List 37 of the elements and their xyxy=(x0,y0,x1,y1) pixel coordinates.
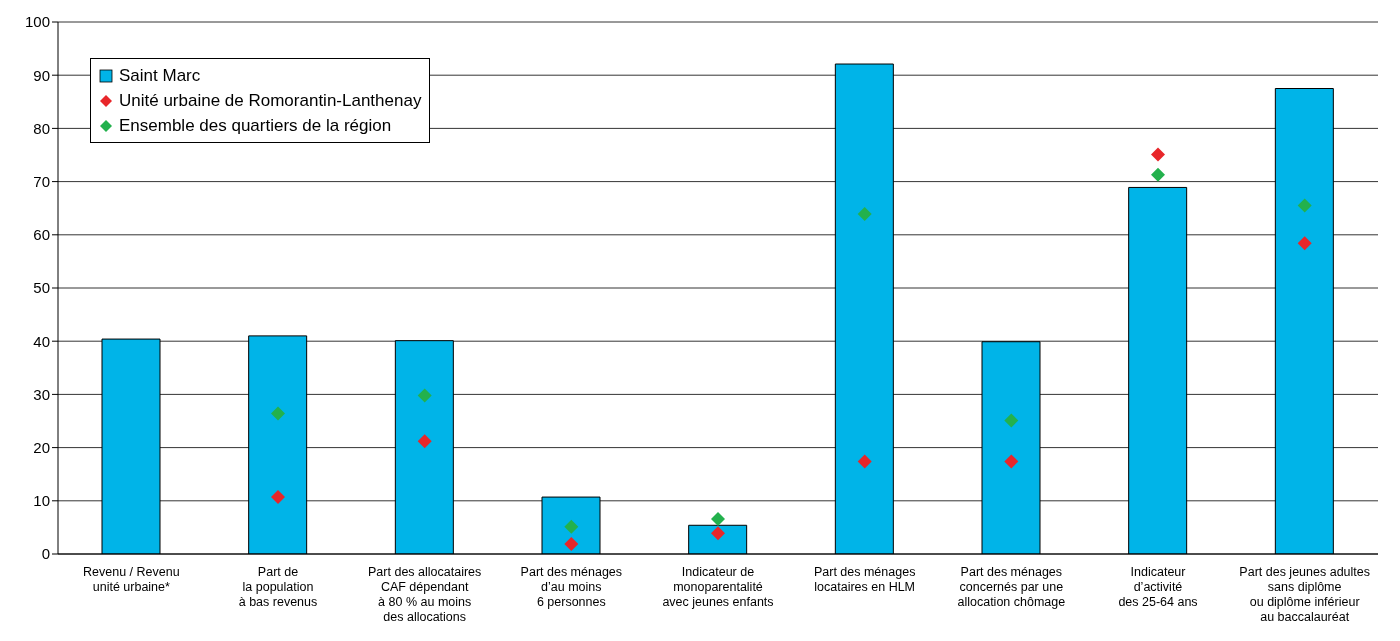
x-tick-label: Part des ménages concernés par une allocation chômage xyxy=(957,565,1066,609)
y-tick-label: 90 xyxy=(33,66,50,84)
x-tick-label: Indicateur d’activité des 25-64 ans xyxy=(1118,565,1198,609)
point xyxy=(1297,198,1312,213)
point xyxy=(711,511,725,526)
point xyxy=(271,406,285,421)
y-tick-label: 40 xyxy=(33,332,50,350)
point xyxy=(1151,167,1165,182)
legend-label: Saint Marc xyxy=(119,65,201,87)
point xyxy=(1004,454,1019,469)
x-tick-label: Part des ménages d’au moins 6 personnes xyxy=(520,565,623,609)
point xyxy=(857,454,872,469)
point xyxy=(564,536,579,551)
x-tick-label: Part des ménages locataires en HLM xyxy=(813,565,916,594)
point xyxy=(1004,413,1019,428)
x-tick-label: Indicateur de monoparentalité avec jeunes enfants xyxy=(662,565,774,609)
y-tick-label: 70 xyxy=(33,172,50,190)
x-tick-label: Part des jeunes adultes sans diplôme ou diplôme inférieur au baccalauréat xyxy=(1239,565,1370,624)
point xyxy=(1297,236,1312,251)
point xyxy=(417,388,432,403)
y-tick-label: 20 xyxy=(33,438,50,456)
y-tick-label: 60 xyxy=(33,226,50,244)
point xyxy=(1151,147,1165,162)
point xyxy=(857,207,872,222)
y-tick-label: 30 xyxy=(33,385,50,403)
y-tick-label: 50 xyxy=(33,279,50,297)
x-tick-label: Part des allocataires CAF dépendant à 80 % au moins des allocations xyxy=(368,565,482,624)
y-tick-label: 100 xyxy=(24,13,50,31)
y-tick-label: 80 xyxy=(33,119,50,137)
x-tick-label: Revenu / Revenu unité urbaine* xyxy=(83,565,180,594)
legend-label: Unité urbaine de Romorantin-Lanthenay xyxy=(119,90,422,112)
point xyxy=(417,434,432,449)
y-tick-label: 0 xyxy=(41,545,50,563)
y-tick-label: 10 xyxy=(33,492,50,510)
point xyxy=(271,490,285,505)
legend-label: Ensemble des quartiers de la région xyxy=(119,115,392,137)
x-tick-label: Part de la population à bas revenus xyxy=(238,565,318,609)
